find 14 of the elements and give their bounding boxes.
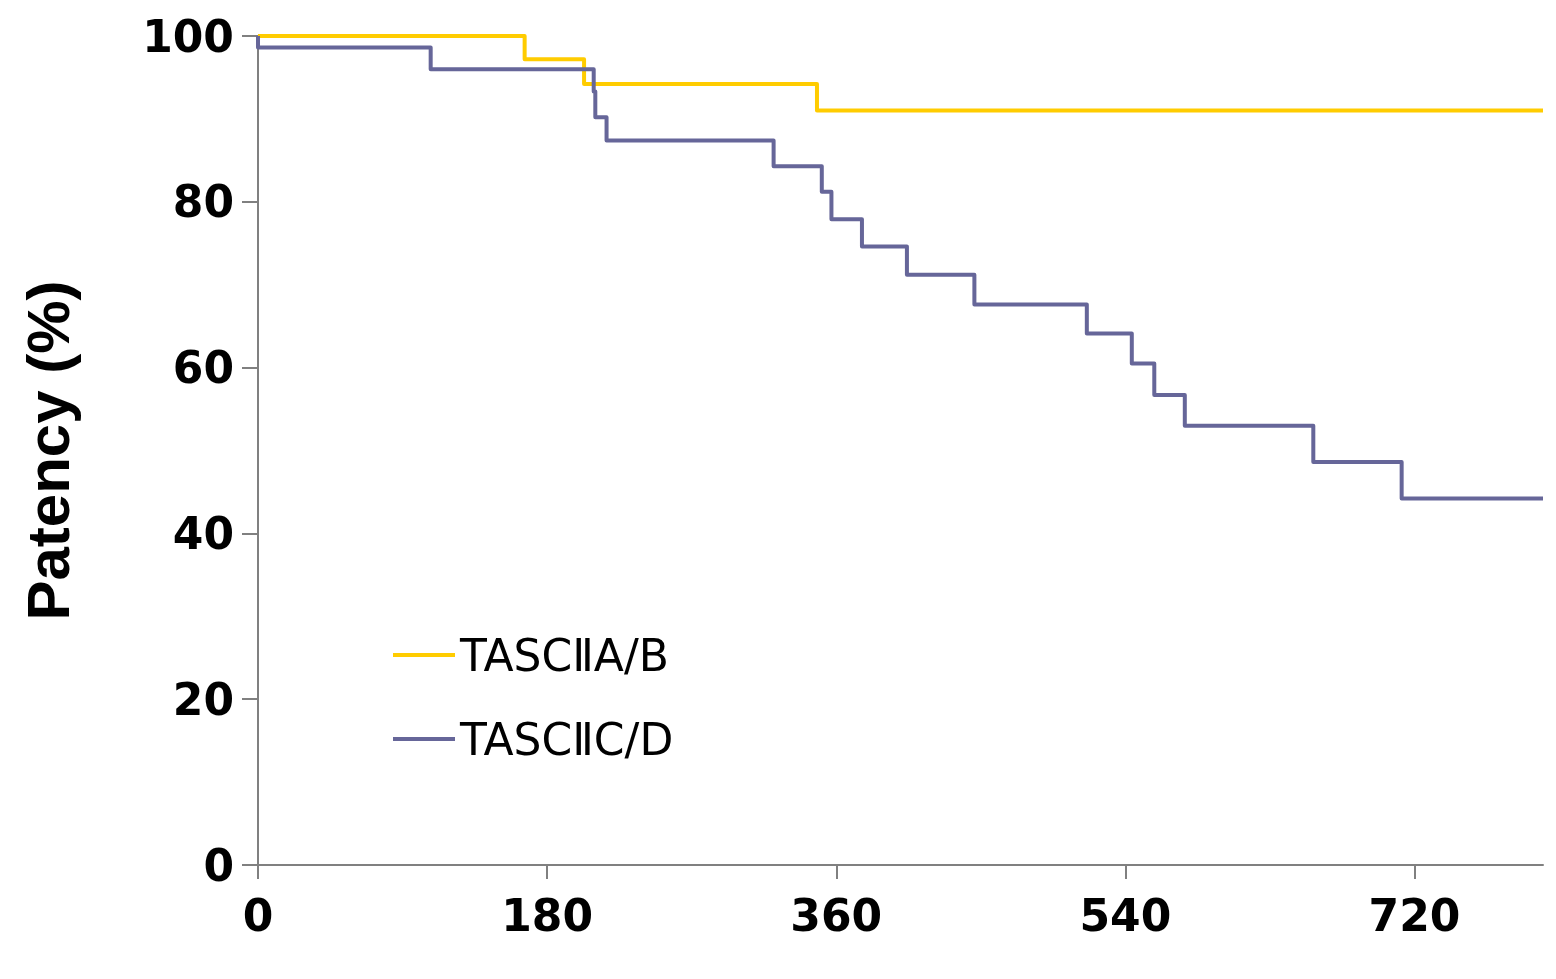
y-axis-title: Patency (%) xyxy=(14,280,82,621)
legend-label: TASCⅡA/B xyxy=(459,629,669,681)
y-tick-label: 40 xyxy=(172,507,234,559)
x-tick-label: 540 xyxy=(1079,889,1172,941)
x-tick-label: 0 xyxy=(242,889,274,941)
legend-label: TASCⅡC/D xyxy=(459,713,674,765)
y-tick-label: 60 xyxy=(172,342,234,394)
y-tick-label: 20 xyxy=(172,673,234,725)
x-tick-label: 720 xyxy=(1368,889,1461,941)
x-tick-label: 180 xyxy=(501,889,594,941)
y-tick-label: 80 xyxy=(172,176,234,228)
y-tick-label: 100 xyxy=(142,10,234,62)
x-tick-label: 360 xyxy=(790,889,883,941)
y-tick-label: 0 xyxy=(203,839,234,891)
